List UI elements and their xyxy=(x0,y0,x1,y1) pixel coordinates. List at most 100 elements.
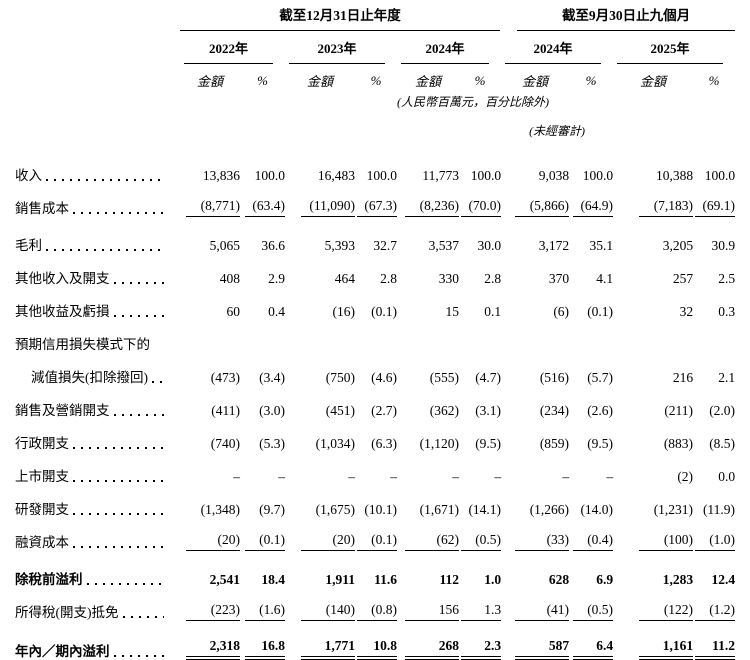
percent-cell xyxy=(459,320,501,353)
table-row: 收入 13,836 100.0 16,483 100.0 11,773 100.0 9,038… xyxy=(5,139,735,184)
row-label: 收入 xyxy=(5,139,180,184)
row-label: 融資成本 xyxy=(5,518,180,551)
value-underlined: (20) xyxy=(301,532,355,551)
percent-cell: (0.4) xyxy=(569,518,614,551)
amount-cell: 16,483 xyxy=(317,168,355,183)
percent-cell: 30.0 xyxy=(477,238,502,253)
amount-cell: (859) xyxy=(539,436,570,451)
percent-cell: (10.1) xyxy=(364,502,397,517)
dot-leader xyxy=(73,447,164,449)
amount-cell: (473) xyxy=(210,370,240,385)
value-underlined: (70.0) xyxy=(461,198,502,217)
value-underlined: (122) xyxy=(639,602,694,621)
percent-cell: 6.9 xyxy=(596,572,614,587)
table-row: 銷售及營銷開支 (411) (3.0) (451) (2.7) (362) (3.1) (23… xyxy=(5,386,735,419)
value-underlined: (100) xyxy=(639,532,694,551)
amount-cell: (883) xyxy=(663,436,694,451)
amount-cell: (100) xyxy=(613,518,694,551)
percent-cell: (6.3) xyxy=(371,436,397,451)
dot-leader xyxy=(73,480,164,482)
row-label: 研發開支 xyxy=(5,485,180,518)
amount-header: 金額 xyxy=(522,74,549,89)
row-label-text: 所得稅(開支)抵免 xyxy=(15,605,119,620)
percent-cell: 11.6 xyxy=(374,572,397,587)
value-underlined: (63.4) xyxy=(245,198,285,217)
amount-cell: – xyxy=(562,469,570,484)
percent-cell: (70.0) xyxy=(459,184,502,217)
value-underlined: (140) xyxy=(301,602,355,621)
percent-cell xyxy=(355,320,397,353)
percent-cell: (0.5) xyxy=(459,518,502,551)
value-underlined: (0.8) xyxy=(357,602,397,621)
percent-header: % xyxy=(370,72,382,88)
percent-cell: 6.4 xyxy=(569,621,614,660)
row-label-text: 年內／期內溢利 xyxy=(15,644,110,659)
amount-cell: (140) xyxy=(285,588,355,621)
amount-cell xyxy=(501,320,569,353)
amount-cell: 3,537 xyxy=(428,238,459,253)
amount-cell: 10,388 xyxy=(655,168,694,183)
amount-cell: (362) xyxy=(429,403,459,418)
percent-cell: 30.9 xyxy=(711,238,736,253)
table-row: 行政開支 (740) (5.3) (1,034) (6.3) (1,120) (9.5) (8… xyxy=(5,419,735,452)
amount-cell: (234) xyxy=(539,403,570,418)
amount-cell: 408 xyxy=(219,271,240,286)
row-label: 預期信用損失模式下的 xyxy=(5,320,180,353)
value-underlined: 156 xyxy=(405,602,459,621)
dot-leader xyxy=(122,616,164,618)
amount-cell: 32 xyxy=(679,304,694,319)
amount-cell: (33) xyxy=(501,518,570,551)
amount-cell: (516) xyxy=(539,370,570,385)
row-label-text: 上市開支 xyxy=(15,469,69,484)
row-label: 其他收益及虧損 xyxy=(5,287,180,320)
amount-cell: 2,318 xyxy=(180,621,240,660)
percent-cell: – xyxy=(278,469,285,484)
percent-cell: (4.6) xyxy=(371,370,397,385)
amount-cell: (555) xyxy=(429,370,459,385)
dot-leader xyxy=(46,179,164,181)
percent-cell: (3.4) xyxy=(259,370,285,385)
amount-cell: (1,675) xyxy=(315,502,355,517)
percent-cell: 2.1 xyxy=(718,370,736,385)
period-header-annual: 截至12月31日止年度 xyxy=(180,4,501,31)
header-spacer xyxy=(5,31,180,64)
table-row: 毛利 5,065 36.6 5,393 32.7 3,537 30.0 3,172 35.1 3,… xyxy=(5,217,735,254)
row-label: 銷售成本 xyxy=(5,184,180,217)
table-row: 銷售成本 (8,771) (63.4) (11,090) (67.3) (8,236) (7… xyxy=(5,184,736,217)
value-underlined: (1.2) xyxy=(695,602,736,621)
amount-cell: (1,120) xyxy=(419,436,459,451)
dot-leader xyxy=(152,381,164,383)
percent-cell: 32.7 xyxy=(373,238,397,253)
table-header: 截至12月31日止年度 截至9月30日止九個月 2022年 2023年 2024… xyxy=(5,4,736,139)
percent-cell: (0.1) xyxy=(240,518,285,551)
percent-cell: (1.6) xyxy=(240,588,285,621)
amount-cell xyxy=(285,320,355,353)
percent-cell: (63.4) xyxy=(240,184,285,217)
dot-leader xyxy=(86,583,164,585)
amount-cell: (1,348) xyxy=(200,502,240,517)
percent-cell: 18.4 xyxy=(261,572,285,587)
amount-cell: (41) xyxy=(501,588,570,621)
amount-cell: 5,393 xyxy=(324,238,355,253)
percent-cell: (1.0) xyxy=(693,518,736,551)
percent-cell: (64.9) xyxy=(569,184,614,217)
percent-cell: (0.1) xyxy=(587,304,614,319)
percent-cell: (11.9) xyxy=(702,502,736,517)
percent-cell: (0.8) xyxy=(355,588,397,621)
amount-cell: (8,771) xyxy=(180,184,240,217)
amount-cell: – xyxy=(348,469,355,484)
percent-cell: (0.5) xyxy=(569,588,614,621)
table-row: 其他收益及虧損 60 0.4 (16) (0.1) 15 0.1 (6) (0.1) 32 0.3 xyxy=(5,287,735,320)
table-row: 所得稅(開支)抵免 (223) (1.6) (140) (0.8) 156 1.3 (41)(… xyxy=(5,588,736,621)
value-underlined: (20) xyxy=(186,532,240,551)
value-underlined: 1.3 xyxy=(461,602,502,621)
percent-cell: 35.1 xyxy=(589,238,614,253)
table-body: 收入 13,836 100.0 16,483 100.0 11,773 100.0 9,038… xyxy=(5,139,736,660)
amount-cell: (2) xyxy=(677,469,694,484)
amount-cell: 1,911 xyxy=(325,572,355,587)
value-underlined: (0.1) xyxy=(245,532,285,551)
row-label-text: 銷售及營銷開支 xyxy=(15,403,110,418)
percent-cell: 100.0 xyxy=(582,168,614,183)
percent-cell: 12.4 xyxy=(711,572,736,587)
period-header-nine-months: 截至9月30日止九個月 xyxy=(501,4,736,31)
